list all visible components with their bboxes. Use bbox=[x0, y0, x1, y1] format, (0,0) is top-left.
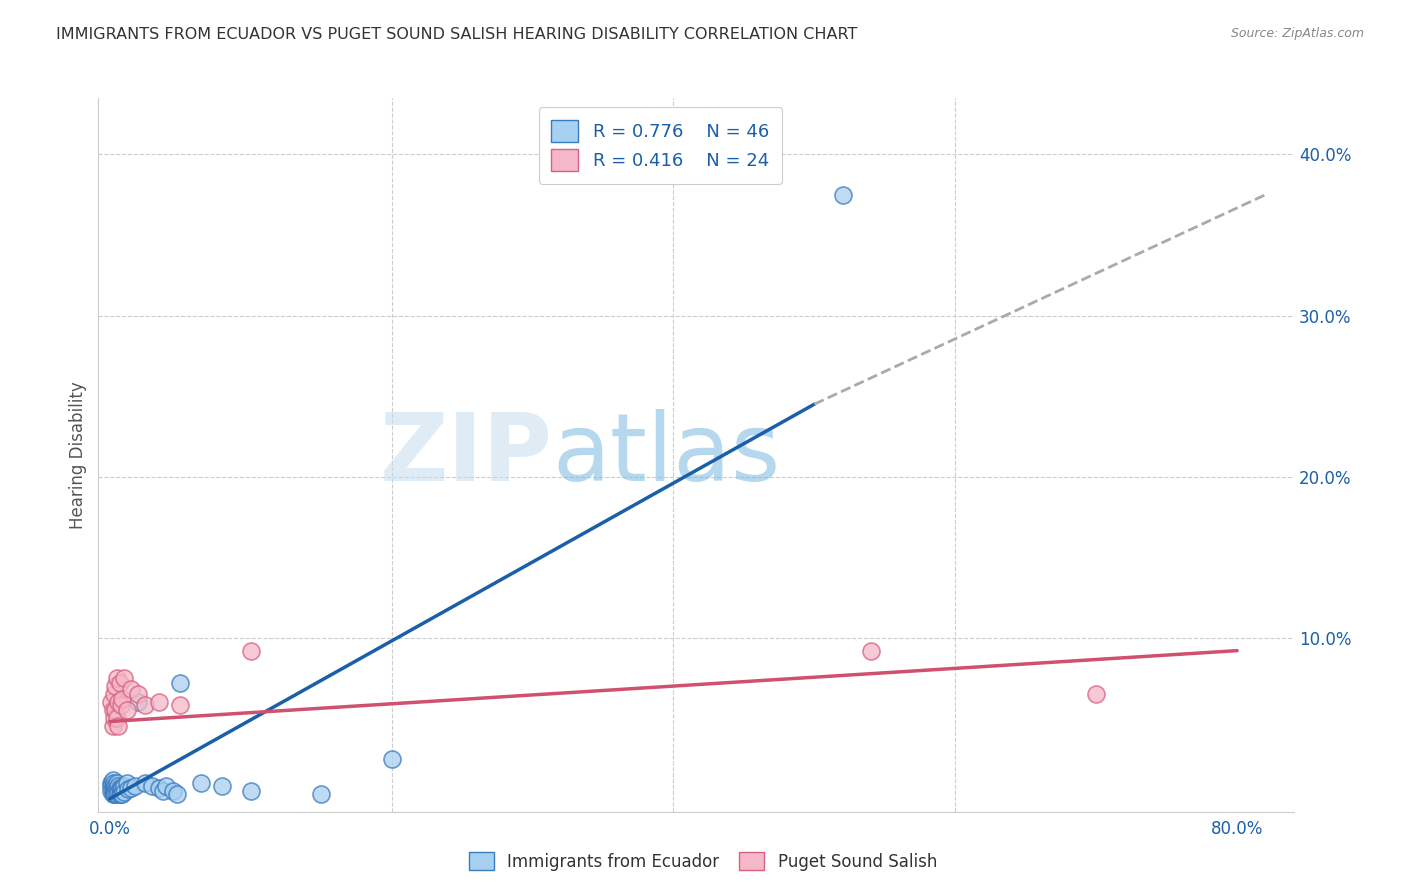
Point bbox=[117, 782, 139, 797]
Point bbox=[112, 785, 135, 799]
Point bbox=[111, 692, 134, 706]
Point bbox=[148, 695, 170, 709]
Text: Source: ZipAtlas.com: Source: ZipAtlas.com bbox=[1230, 27, 1364, 40]
Point bbox=[110, 698, 132, 713]
Point bbox=[103, 787, 125, 801]
Point bbox=[103, 687, 125, 701]
Point bbox=[120, 780, 142, 795]
Point bbox=[101, 784, 124, 798]
Point bbox=[120, 682, 142, 697]
Point bbox=[108, 780, 131, 795]
Point bbox=[111, 787, 134, 801]
Legend: R = 0.776    N = 46, R = 0.416    N = 24: R = 0.776 N = 46, R = 0.416 N = 24 bbox=[538, 107, 782, 184]
Point bbox=[380, 751, 402, 765]
Point bbox=[169, 676, 191, 690]
Point bbox=[108, 787, 131, 801]
Point bbox=[162, 784, 184, 798]
Point bbox=[105, 775, 128, 789]
Y-axis label: Hearing Disability: Hearing Disability bbox=[69, 381, 87, 529]
Point bbox=[103, 780, 125, 795]
Text: ZIP: ZIP bbox=[380, 409, 553, 501]
Point bbox=[111, 780, 134, 795]
Point bbox=[1085, 687, 1108, 701]
Point bbox=[166, 787, 188, 801]
Point bbox=[101, 787, 124, 801]
Point bbox=[831, 187, 853, 202]
Point bbox=[104, 703, 127, 717]
Point bbox=[239, 643, 262, 657]
Point bbox=[108, 676, 131, 690]
Point bbox=[105, 671, 128, 685]
Point bbox=[859, 643, 882, 657]
Point bbox=[107, 785, 129, 799]
Point bbox=[103, 775, 125, 789]
Point bbox=[127, 695, 149, 709]
Point bbox=[169, 698, 191, 713]
Point bbox=[107, 695, 129, 709]
Point bbox=[103, 784, 125, 798]
Point bbox=[104, 787, 127, 801]
Point bbox=[104, 679, 127, 693]
Point bbox=[134, 698, 156, 713]
Point bbox=[101, 703, 124, 717]
Point bbox=[104, 784, 127, 798]
Point bbox=[148, 780, 170, 795]
Point bbox=[141, 779, 163, 793]
Point bbox=[100, 695, 122, 709]
Point bbox=[112, 671, 135, 685]
Point bbox=[115, 775, 138, 789]
Point bbox=[110, 787, 132, 801]
Point bbox=[105, 782, 128, 797]
Point bbox=[107, 779, 129, 793]
Point bbox=[105, 711, 128, 725]
Point bbox=[104, 779, 127, 793]
Point bbox=[101, 719, 124, 733]
Point bbox=[155, 779, 177, 793]
Legend: Immigrants from Ecuador, Puget Sound Salish: Immigrants from Ecuador, Puget Sound Sal… bbox=[461, 844, 945, 880]
Point bbox=[103, 711, 125, 725]
Point bbox=[100, 779, 122, 793]
Point bbox=[101, 779, 124, 793]
Point bbox=[100, 784, 122, 798]
Point bbox=[134, 775, 156, 789]
Point bbox=[239, 784, 262, 798]
Text: IMMIGRANTS FROM ECUADOR VS PUGET SOUND SALISH HEARING DISABILITY CORRELATION CHA: IMMIGRANTS FROM ECUADOR VS PUGET SOUND S… bbox=[56, 27, 858, 42]
Point bbox=[127, 687, 149, 701]
Point bbox=[190, 775, 212, 789]
Point bbox=[100, 775, 122, 789]
Point bbox=[115, 703, 138, 717]
Text: atlas: atlas bbox=[553, 409, 780, 501]
Point bbox=[309, 787, 332, 801]
Point bbox=[112, 779, 135, 793]
Point bbox=[107, 719, 129, 733]
Point bbox=[211, 779, 233, 793]
Point bbox=[124, 779, 146, 793]
Point bbox=[105, 787, 128, 801]
Point bbox=[152, 784, 174, 798]
Point bbox=[110, 782, 132, 797]
Point bbox=[101, 772, 124, 787]
